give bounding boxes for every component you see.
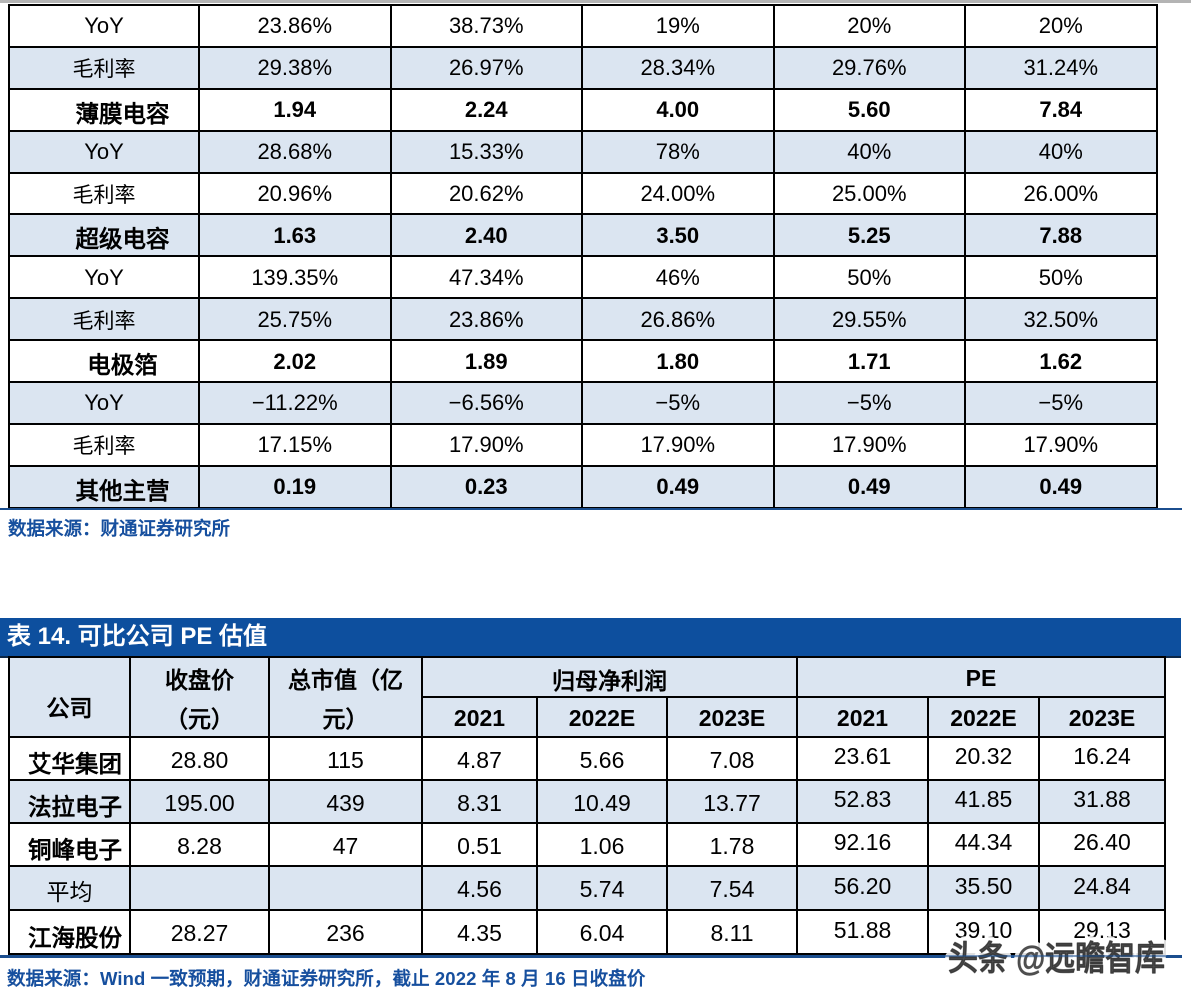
svg-text:头条 @远瞻智库: 头条 @远瞻智库	[948, 939, 1165, 977]
svg-text:头条 @远瞻智库: 头条 @远瞻智库	[948, 939, 1165, 977]
